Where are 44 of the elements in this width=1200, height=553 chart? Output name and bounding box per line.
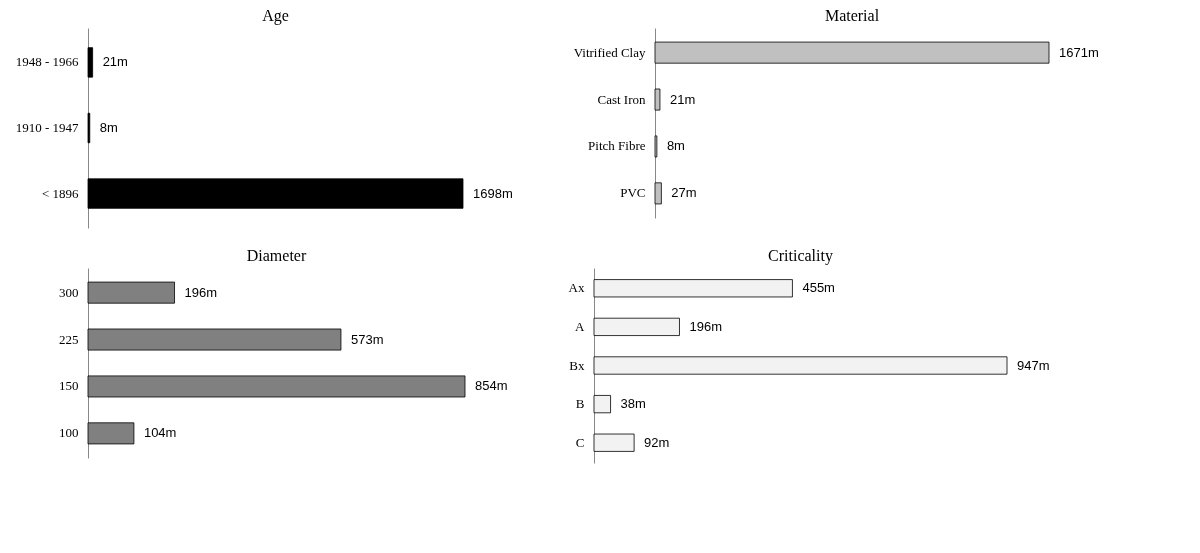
data-label: 1698m — [473, 185, 513, 201]
data-label: 38m — [620, 396, 646, 412]
y-tick-label: Vitrified Clay — [573, 44, 646, 60]
data-label: 27m — [671, 185, 697, 201]
y-tick-label: Ax — [568, 280, 585, 296]
y-tick-label: Cast Iron — [597, 91, 646, 107]
y-tick-label: 100 — [59, 425, 79, 441]
chart-title: Diameter — [246, 247, 307, 264]
data-label: 8m — [99, 120, 118, 135]
y-tick-label: 1910 - 1947 — [15, 120, 79, 135]
data-label: 104m — [143, 425, 177, 441]
chart-title: Age — [262, 7, 289, 25]
y-tick-label: PVC — [620, 185, 646, 201]
y-tick-label: 300 — [59, 284, 79, 300]
bar — [593, 433, 635, 452]
data-label: 196m — [689, 318, 723, 334]
data-label: 573m — [350, 331, 384, 347]
data-label: 947m — [1017, 357, 1050, 373]
data-label: 1671m — [1059, 44, 1099, 60]
y-tick-label: Bx — [569, 357, 585, 373]
bar — [654, 182, 662, 205]
bar — [654, 88, 661, 111]
y-tick-label: A — [575, 318, 586, 334]
chart-title: Criticality — [768, 247, 833, 265]
bar — [593, 317, 680, 336]
data-label: 455m — [802, 280, 835, 296]
y-tick-label: B — [575, 396, 585, 412]
bar — [593, 279, 793, 298]
data-label: 92m — [644, 434, 670, 450]
y-tick-label: < 1896 — [41, 185, 79, 201]
bar — [654, 41, 1050, 64]
data-label: 196m — [184, 284, 218, 300]
bar — [593, 395, 611, 414]
bar — [593, 356, 1008, 375]
data-label: 8m — [666, 138, 685, 154]
y-tick-label: C — [575, 434, 585, 450]
data-label: 21m — [669, 91, 696, 107]
chart-title: Material — [824, 7, 880, 24]
y-tick-label: 225 — [59, 331, 79, 347]
y-tick-label: 1948 - 1966 — [15, 54, 79, 70]
y-tick-label: 150 — [59, 378, 79, 394]
data-label: 21m — [102, 54, 128, 70]
data-label: 854m — [475, 378, 508, 394]
y-tick-label: Pitch Fibre — [588, 138, 646, 154]
